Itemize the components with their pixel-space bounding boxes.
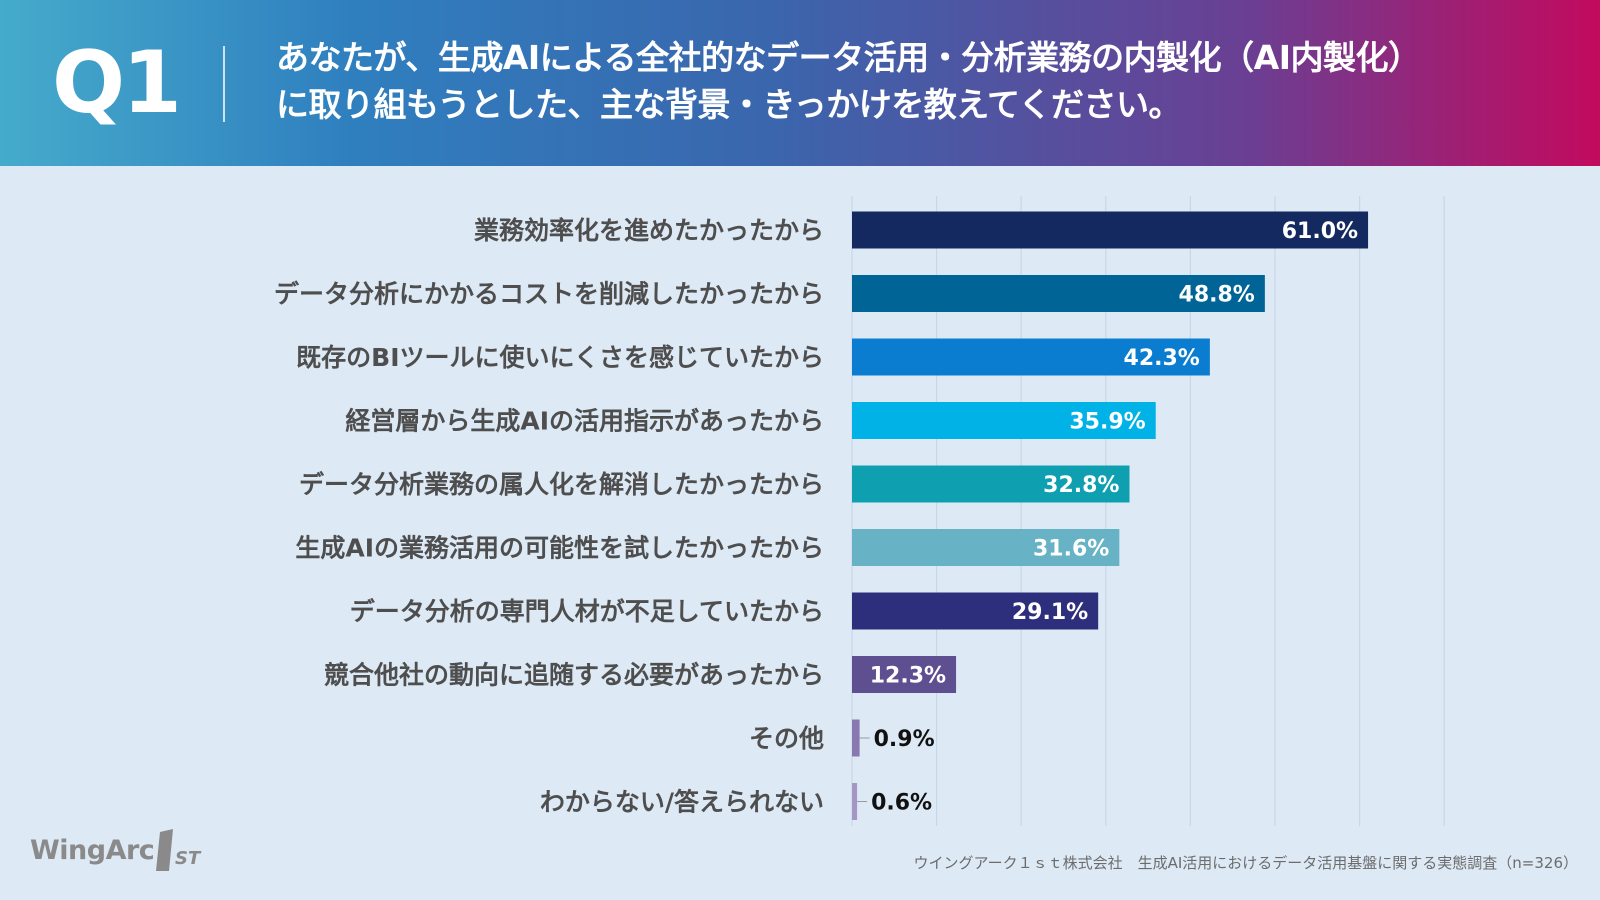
data-label: 48.8% [1179,283,1255,308]
data-label: 29.1% [1012,600,1088,625]
question-line-1: あなたが、生成AIによる全社的なデータ活用・分析業務の内製化（AI内製化） [276,38,1421,77]
category-label: わからない/答えられない [540,788,824,817]
question-line-2: に取り組もうとした、主な背景・きっかけを教えてください。 [276,85,1182,124]
category-label: データ分析の専門人材が不足していたから [350,597,824,626]
category-label: 既存のBIツールに使いにくさを感じていたから [296,343,824,372]
category-label: 生成AIの業務活用の可能性を試したかったから [295,534,824,563]
data-label: 0.6% [871,791,932,816]
data-label: 0.9% [874,727,935,752]
category-label: 業務効率化を進めたかったから [474,216,824,245]
data-label: 31.6% [1033,537,1109,562]
data-label: 32.8% [1043,473,1119,498]
category-label: データ分析にかかるコストを削減したかったから [274,280,824,309]
header-divider [223,46,225,122]
bar [852,211,1369,249]
bar [852,719,860,757]
logo-wordmark: WingArc [30,834,155,866]
bar [852,338,1210,376]
bar-chart: 業務効率化を進めたかったから 61.0% データ分析にかかるコストを削減したかったか… [274,196,1445,826]
svg-text:ST: ST [175,848,202,869]
bar [852,402,1156,439]
data-label: 42.3% [1124,346,1200,371]
bar [852,656,957,693]
category-label: 経営層から生成AIの活用指示があったから [345,407,824,436]
category-label: 競合他社の動向に追随する必要があったから [324,661,824,690]
header-banner: Q1 あなたが、生成AIによる全社的なデータ活用・分析業務の内製化（AI内製化）… [0,0,1600,166]
question-number: Q1 [52,33,182,133]
category-label: データ分析業務の属人化を解消したかったから [299,470,824,499]
bar [852,275,1265,312]
data-label: 61.0% [1282,219,1358,244]
source-note: ウイングアーク１ｓｔ株式会社 生成AI活用におけるデータ活用基盤に関する実態調査… [913,854,1579,872]
bar [852,783,858,820]
data-label: 12.3% [870,664,946,689]
company-logo: WingArc ST [30,828,206,872]
category-label: その他 [749,724,824,753]
bar [852,529,1120,566]
bar [852,465,1130,503]
logo-1st-mark: ST [156,829,202,871]
data-label: 35.9% [1069,410,1145,435]
question-text: あなたが、生成AIによる全社的なデータ活用・分析業務の内製化（AI内製化） に取… [276,34,1576,128]
bar [852,592,1099,630]
